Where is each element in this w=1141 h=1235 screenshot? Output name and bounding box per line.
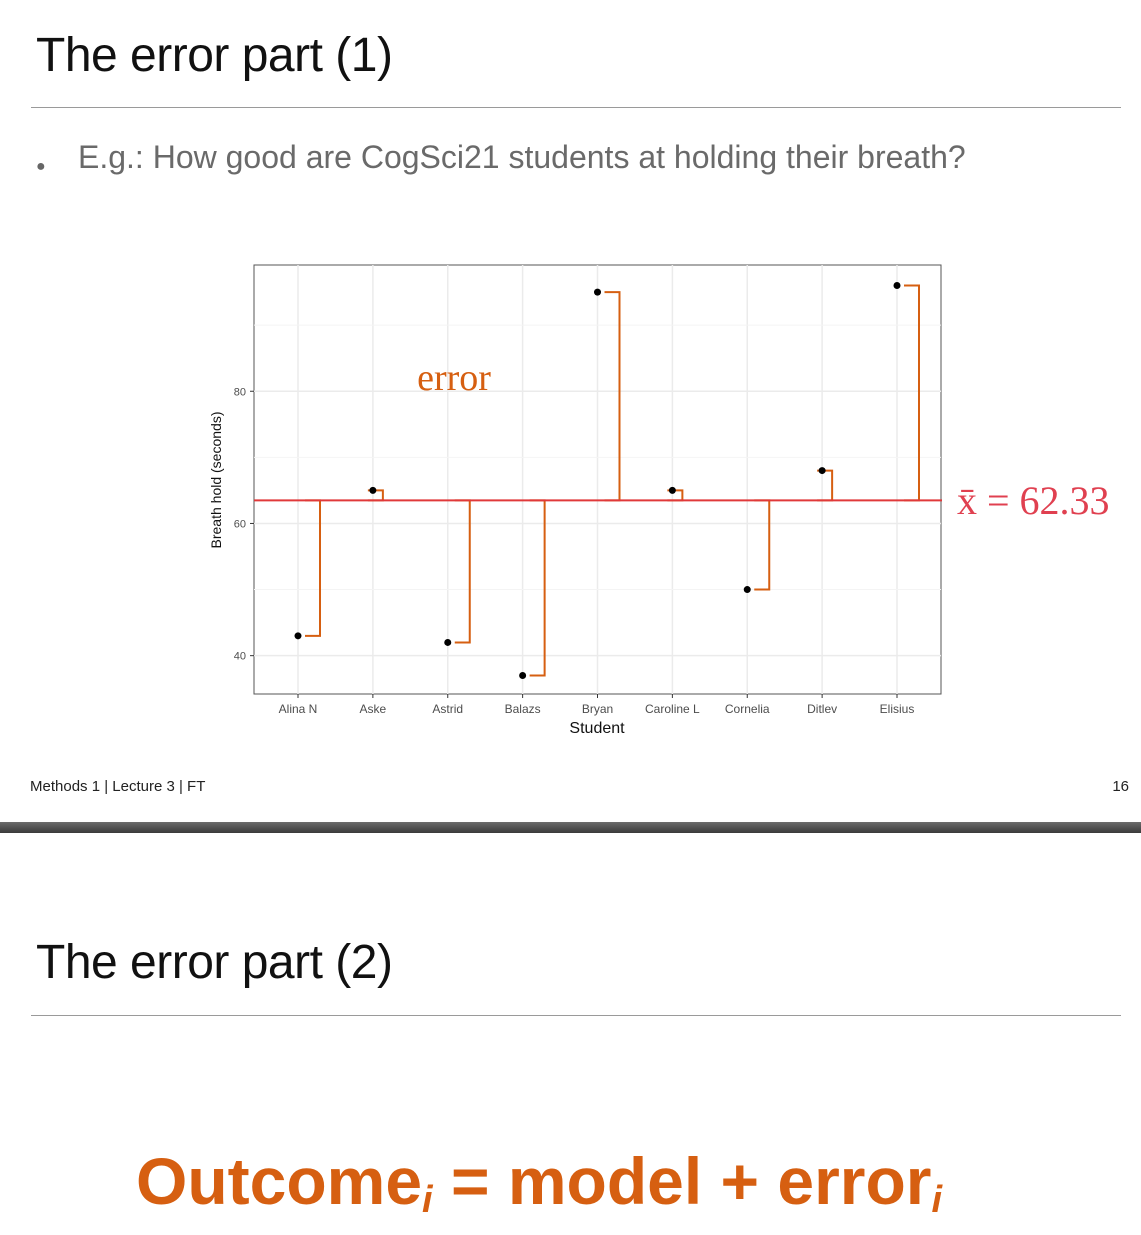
data-point [444, 638, 452, 646]
slide-separator [0, 822, 1141, 833]
slide-2: The error part (2) Outcomei = model + er… [0, 833, 1141, 1235]
data-point [893, 281, 901, 289]
bullet-text: E.g.: How good are CogSci21 students at … [78, 139, 966, 175]
y-tick-label: 40 [234, 651, 246, 663]
x-axis-label: Student [569, 720, 625, 737]
grid-lines [254, 265, 941, 694]
formula-outcome: Outcome [136, 1144, 423, 1218]
formula-middle: = model + error [432, 1144, 932, 1218]
slide-title: The error part (2) [36, 936, 393, 989]
data-points [294, 281, 901, 679]
formula-subscript: i [931, 1179, 943, 1221]
slide-1: The error part (1) ● E.g.: How good are … [30, 29, 1129, 795]
x-tick-label: Astrid [432, 702, 463, 716]
error-annotation: error [417, 357, 491, 399]
title-divider [31, 1015, 1121, 1016]
page-number: 16 [1112, 778, 1129, 795]
data-point [818, 467, 826, 475]
slide-title: The error part (1) [36, 29, 393, 82]
data-point [743, 586, 751, 594]
x-tick-label: Aske [360, 702, 387, 716]
x-axis-ticks: Alina N Aske Astrid Balazs Bryan Caroline L Co… [279, 694, 915, 716]
bullet-icon: ● [36, 158, 46, 175]
x-tick-label: Cornelia [725, 702, 770, 716]
x-tick-label: Ditlev [807, 702, 837, 716]
x-tick-label: Elisius [880, 702, 915, 716]
data-point [519, 671, 527, 679]
y-tick-label: 80 [234, 386, 246, 398]
x-tick-label: Caroline L [645, 702, 700, 716]
mean-label: x̄ = 62.33 [957, 478, 1110, 523]
y-axis-ticks: 40 60 80 [234, 386, 254, 663]
formula-subscript: i [422, 1179, 433, 1221]
data-point [294, 632, 302, 640]
title-divider [31, 107, 1121, 108]
y-tick-label: 60 [234, 518, 246, 530]
x-tick-label: Bryan [582, 702, 613, 716]
x-tick-label: Balazs [505, 702, 541, 716]
data-point [668, 486, 676, 494]
data-point [369, 486, 377, 494]
y-axis-label: Breath hold (seconds) [208, 412, 224, 549]
breath-hold-chart: 40 60 80 Alina N Aske Astrid Balazs Bryan Carol… [208, 264, 1110, 737]
formula: Outcomei = model + errori [136, 1143, 942, 1222]
footer-course: Methods 1 | Lecture 3 | FT [30, 778, 206, 795]
x-tick-label: Alina N [279, 702, 318, 716]
data-point [594, 288, 601, 296]
